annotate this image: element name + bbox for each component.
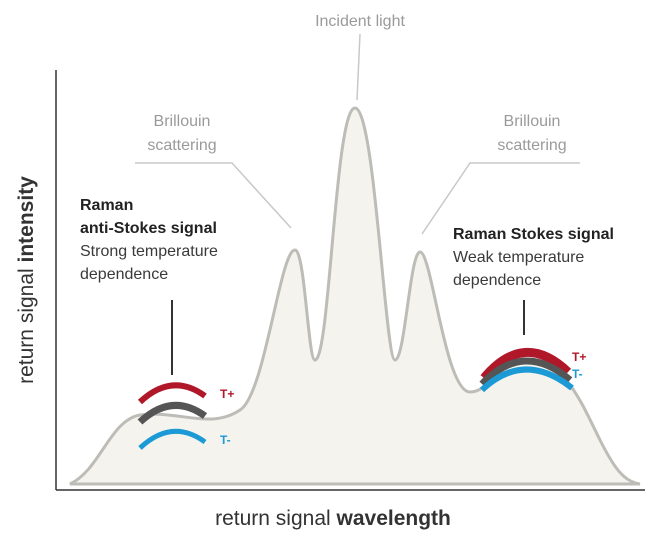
y-axis-label: return signal intensity xyxy=(15,176,38,384)
arc-mid xyxy=(137,401,208,425)
incident-leader xyxy=(356,33,361,101)
anti-stokes-note: dependence xyxy=(80,266,168,283)
stokes-arc-high xyxy=(480,347,572,381)
arc-low xyxy=(138,428,207,450)
y-axis-bold: intensity xyxy=(15,176,38,263)
stokes-title: Raman Stokes signal xyxy=(453,226,614,243)
brillouin-right: scattering xyxy=(497,137,566,154)
stokes-arc-mid xyxy=(479,357,573,387)
anti-stokes-note: Strong temperature xyxy=(80,243,218,260)
y-axis-plain: return signal xyxy=(15,268,38,384)
brillouin-right-leader xyxy=(421,162,580,235)
incident-label: Incident light xyxy=(315,13,405,30)
stokes-note: Weak temperature xyxy=(453,249,584,266)
brillouin-left: Brillouin xyxy=(154,113,211,130)
arc-high xyxy=(137,382,207,405)
t-low: T- xyxy=(220,433,231,447)
x-axis-label: return signal wavelength xyxy=(215,507,451,530)
t-high: T+ xyxy=(220,387,234,401)
anti-stokes-title: anti-Stokes signal xyxy=(80,220,217,237)
brillouin-left: scattering xyxy=(147,137,216,154)
anti-stokes-title: Raman xyxy=(80,197,133,214)
t-low: T- xyxy=(572,367,583,381)
t-high: T+ xyxy=(572,350,586,364)
stokes-arc-low xyxy=(479,366,574,393)
spectrum-curve xyxy=(69,106,641,486)
brillouin-right: Brillouin xyxy=(504,113,561,130)
brillouin-left-leader xyxy=(135,162,292,229)
stokes-note: dependence xyxy=(453,272,541,289)
x-axis-bold: wavelength xyxy=(336,507,451,530)
x-axis-plain: return signal xyxy=(215,507,331,530)
